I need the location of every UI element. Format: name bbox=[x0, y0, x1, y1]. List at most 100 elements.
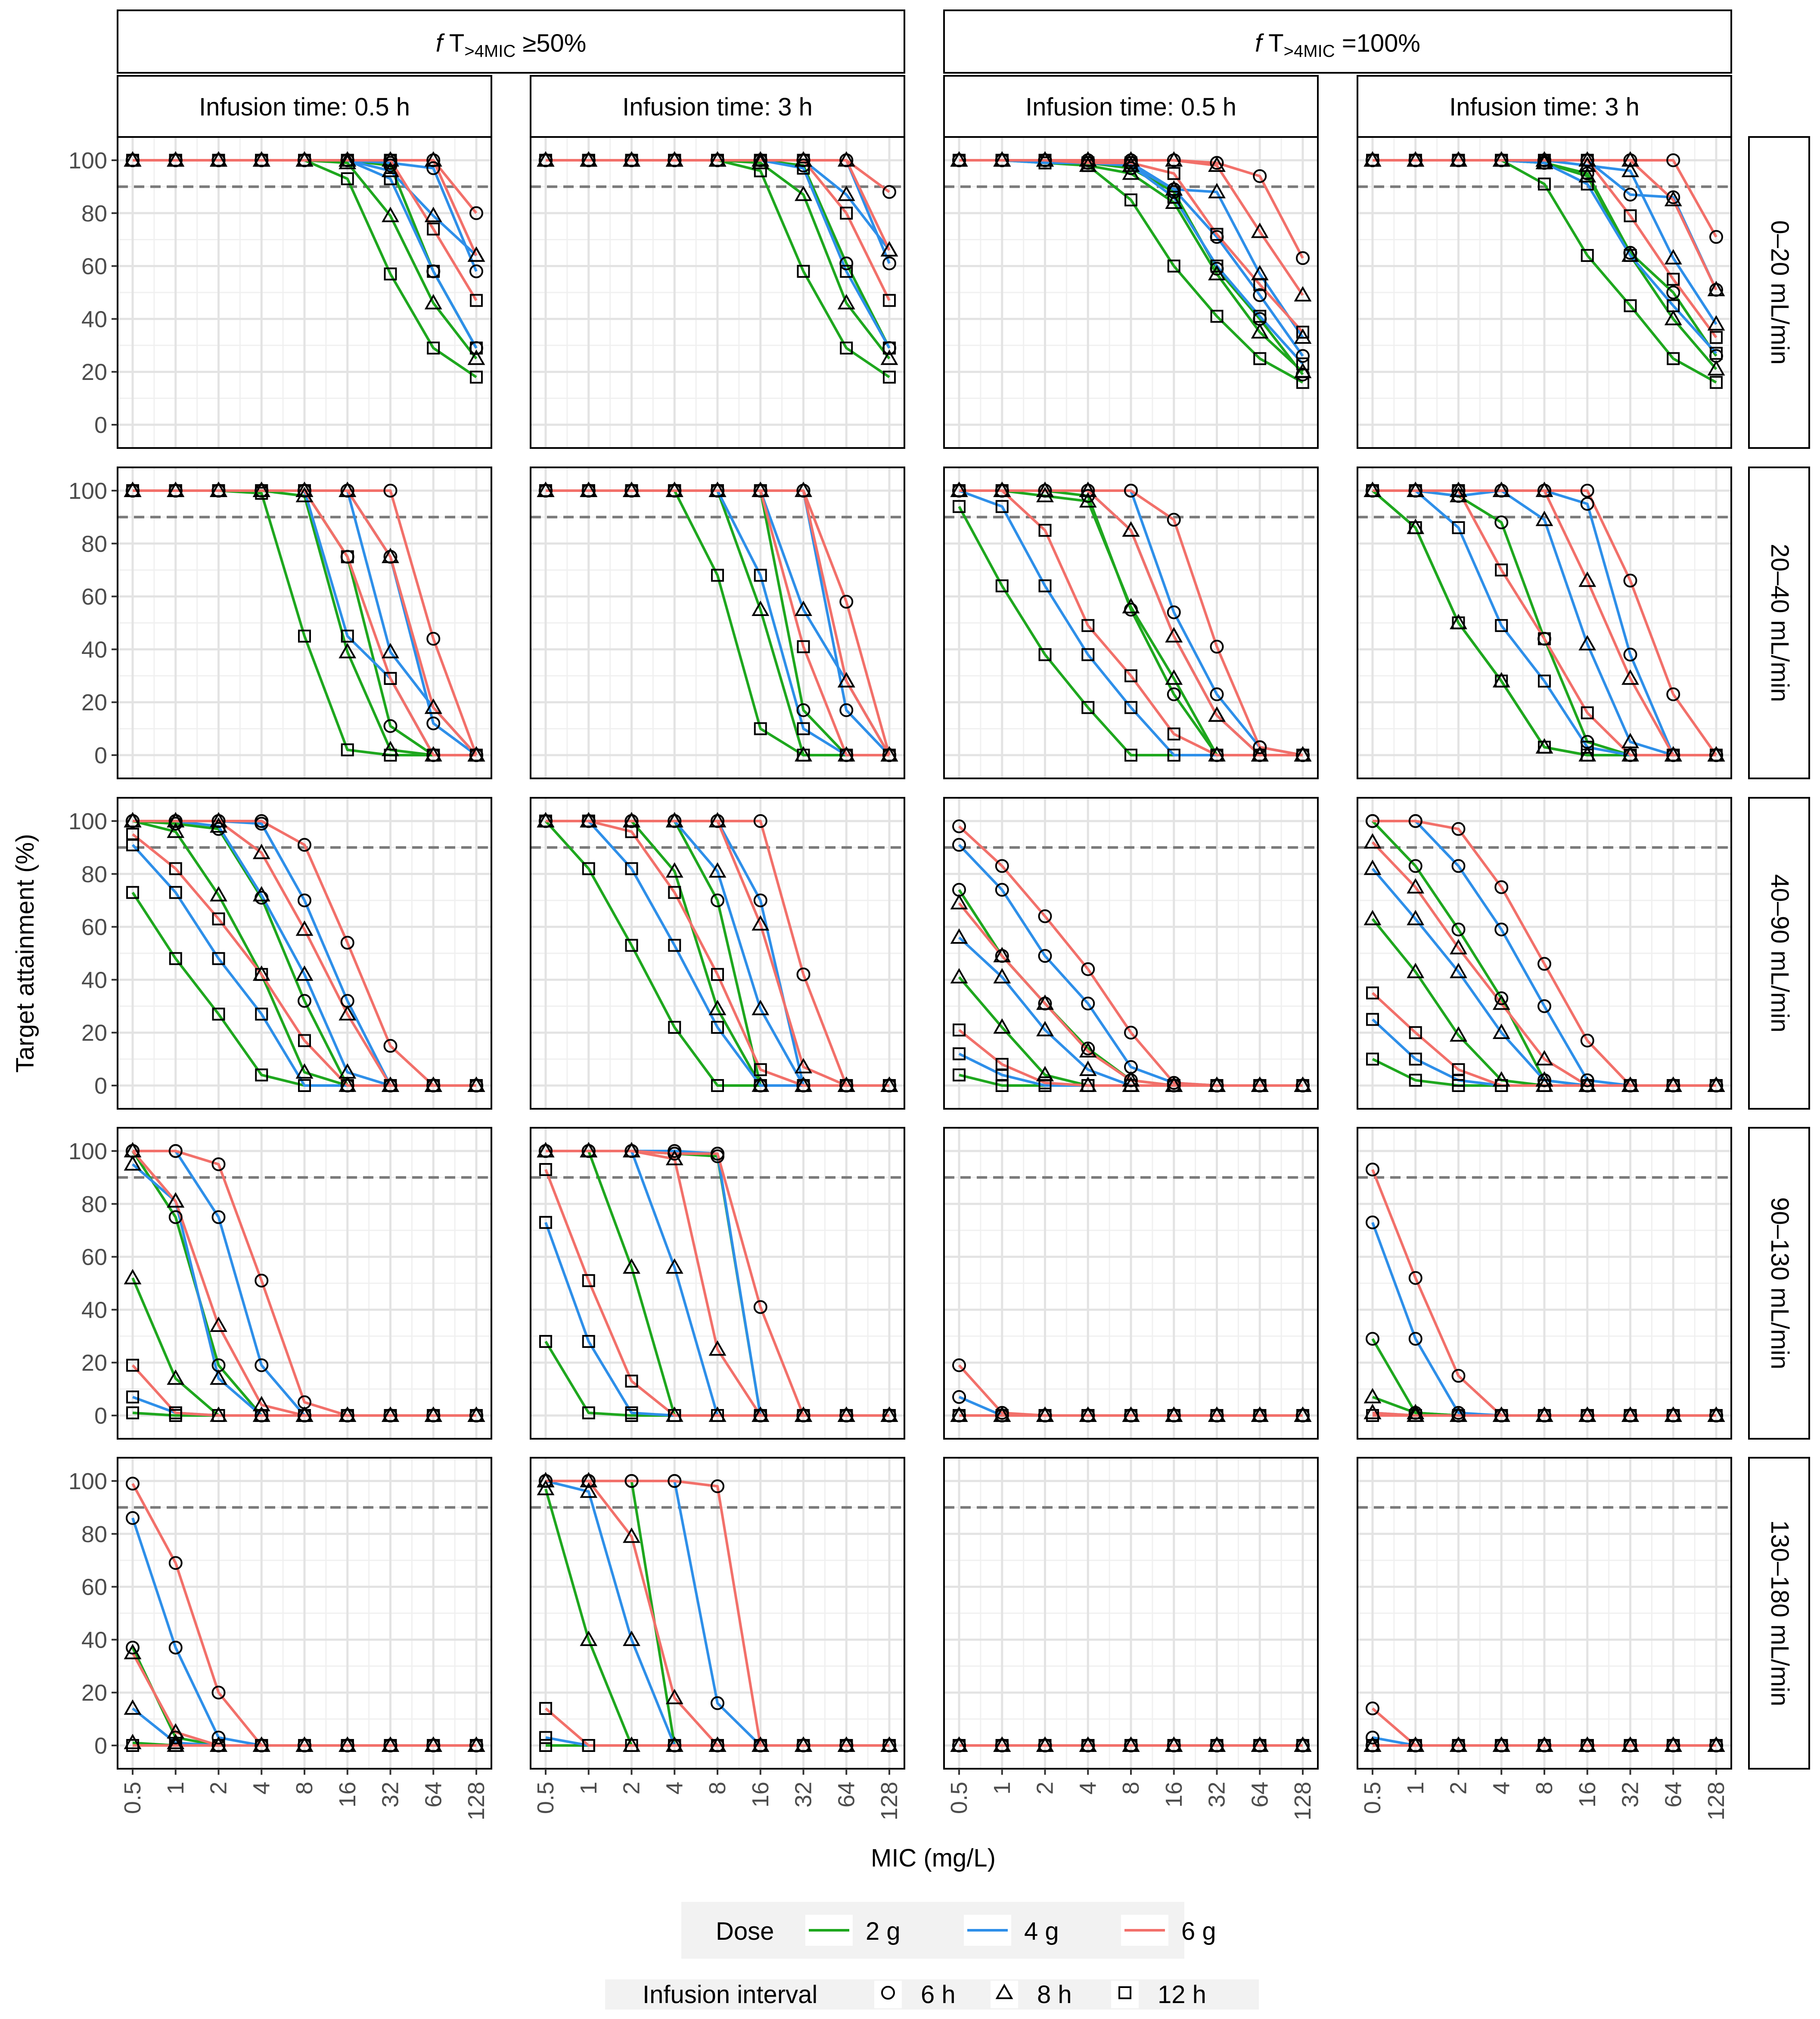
data-point bbox=[212, 1008, 225, 1021]
data-point bbox=[539, 1739, 552, 1752]
data-point bbox=[839, 256, 854, 271]
data-point bbox=[1707, 360, 1725, 376]
data-point bbox=[1253, 740, 1267, 754]
data-point bbox=[1450, 939, 1467, 955]
series-line bbox=[133, 489, 476, 756]
data-point bbox=[169, 862, 182, 875]
data-point bbox=[1535, 510, 1553, 526]
data-point bbox=[1081, 648, 1095, 661]
data-point bbox=[1538, 632, 1551, 645]
data-point bbox=[1366, 1215, 1379, 1229]
data-point bbox=[1537, 957, 1551, 971]
data-point bbox=[341, 550, 354, 563]
data-point bbox=[1495, 675, 1508, 688]
data-point bbox=[1581, 1409, 1594, 1422]
data-point bbox=[1294, 286, 1312, 302]
data-point bbox=[1451, 922, 1466, 936]
data-point bbox=[126, 1391, 139, 1404]
data-point bbox=[467, 349, 485, 365]
data-point bbox=[582, 1406, 595, 1419]
data-point bbox=[1578, 571, 1596, 587]
y-tick-label: 40 bbox=[81, 637, 107, 663]
data-point bbox=[837, 294, 855, 310]
data-point bbox=[427, 1409, 440, 1422]
x-tick-label: 32 bbox=[791, 1782, 817, 1807]
data-point bbox=[1079, 1061, 1097, 1076]
data-point bbox=[1538, 1409, 1551, 1422]
data-point bbox=[883, 341, 896, 355]
data-point bbox=[668, 484, 681, 497]
data-point bbox=[1210, 1079, 1224, 1092]
data-point bbox=[995, 1409, 1009, 1422]
data-point bbox=[539, 815, 552, 828]
data-point bbox=[1451, 1369, 1466, 1383]
x-tick-label: 0.5 bbox=[533, 1782, 559, 1814]
data-point bbox=[839, 594, 854, 609]
data-point bbox=[1124, 484, 1138, 498]
data-point bbox=[1167, 1079, 1180, 1092]
data-point bbox=[1296, 349, 1310, 363]
data-point bbox=[255, 154, 268, 167]
data-point bbox=[255, 1273, 269, 1288]
data-point bbox=[797, 722, 810, 735]
data-point bbox=[1494, 515, 1509, 529]
data-point bbox=[582, 1274, 595, 1287]
panel-r4-c2: 0.5 1 2 4 8 16 32 64 128 bbox=[943, 1457, 1319, 1820]
data-point bbox=[754, 569, 767, 582]
x-tick-label: 0.5 bbox=[946, 1782, 972, 1814]
data-point bbox=[1208, 706, 1226, 722]
data-point bbox=[1167, 749, 1180, 762]
data-point bbox=[212, 952, 225, 965]
data-point bbox=[624, 1474, 639, 1488]
data-point bbox=[953, 1739, 966, 1752]
panel-r2-c3 bbox=[1357, 797, 1732, 1110]
data-point bbox=[668, 154, 681, 167]
x-tick-label: 16 bbox=[335, 1782, 360, 1807]
data-point bbox=[1407, 910, 1425, 925]
data-point bbox=[1492, 1023, 1510, 1039]
data-point bbox=[298, 1079, 311, 1092]
data-point bbox=[1623, 573, 1637, 588]
data-point bbox=[883, 1409, 896, 1422]
data-point bbox=[1624, 249, 1637, 262]
data-point bbox=[883, 1079, 896, 1092]
data-point bbox=[580, 1471, 598, 1487]
data-point bbox=[711, 1479, 724, 1493]
data-point bbox=[708, 812, 727, 828]
legend-dose-label: 2 g bbox=[866, 1917, 901, 1945]
data-point bbox=[1538, 1739, 1551, 1752]
panel-r3-c0: 0 20 40 60 80 100 bbox=[68, 1127, 492, 1440]
data-point bbox=[1581, 249, 1594, 262]
series-line bbox=[133, 159, 478, 301]
data-point bbox=[711, 1147, 724, 1161]
panel-r0-c2 bbox=[943, 136, 1319, 449]
data-point bbox=[1253, 288, 1267, 302]
data-point bbox=[883, 370, 896, 384]
panel-r4-c3: 0.5 1 2 4 8 16 32 64 128 bbox=[1357, 1457, 1732, 1820]
data-point bbox=[427, 341, 440, 355]
data-point bbox=[426, 716, 441, 731]
y-tick-label: 0 bbox=[94, 412, 107, 438]
data-point bbox=[840, 1409, 853, 1422]
panel-r0-c0: 0 20 40 60 80 100 bbox=[68, 136, 492, 449]
data-point bbox=[427, 222, 440, 236]
data-point bbox=[126, 1477, 140, 1491]
data-point bbox=[952, 1390, 966, 1404]
data-point bbox=[582, 154, 595, 167]
data-point bbox=[341, 154, 354, 167]
data-point bbox=[665, 862, 683, 878]
y-tick-label: 80 bbox=[81, 1191, 107, 1217]
data-point bbox=[1409, 484, 1422, 497]
data-point bbox=[840, 1739, 853, 1752]
data-point bbox=[1366, 1052, 1379, 1066]
data-point bbox=[1581, 154, 1594, 167]
data-point bbox=[1079, 481, 1097, 497]
data-point bbox=[255, 1008, 268, 1021]
data-point bbox=[668, 886, 681, 899]
data-point bbox=[1710, 749, 1723, 762]
data-point bbox=[1165, 669, 1183, 685]
data-point bbox=[1038, 1076, 1052, 1089]
data-point bbox=[167, 1192, 185, 1208]
data-point bbox=[539, 1335, 552, 1348]
panel-r0-c1 bbox=[530, 136, 905, 449]
